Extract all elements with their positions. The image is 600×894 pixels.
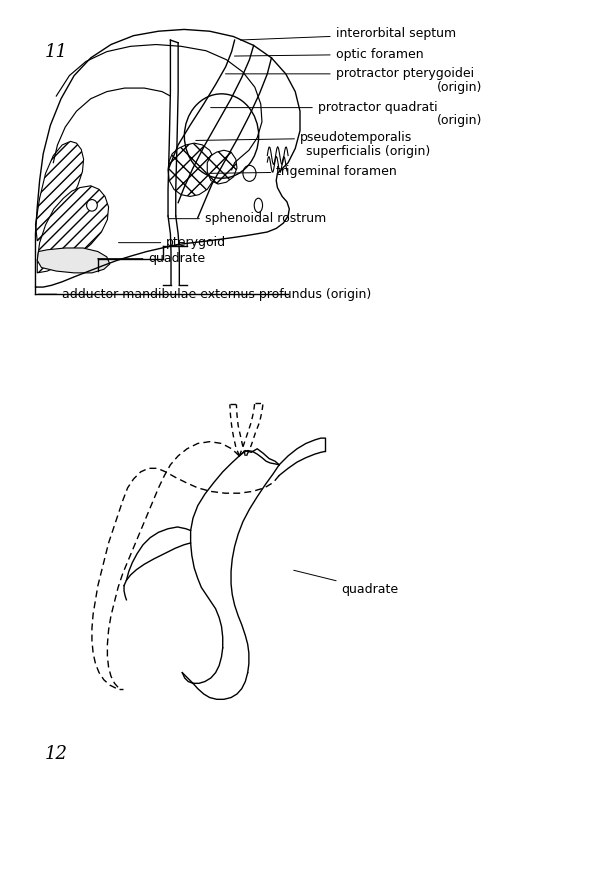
Text: quadrate: quadrate: [98, 252, 206, 266]
Text: pseudotemporalis: pseudotemporalis: [196, 131, 412, 144]
Text: protractor pterygoidei: protractor pterygoidei: [226, 67, 474, 80]
Text: adductor mandibulae externus profundus (origin): adductor mandibulae externus profundus (…: [38, 288, 371, 300]
Text: pterygoid: pterygoid: [119, 236, 226, 249]
Text: interorbital septum: interorbital septum: [241, 28, 456, 40]
Text: sphenoidal rostrum: sphenoidal rostrum: [169, 212, 326, 225]
Text: (origin): (origin): [437, 114, 482, 128]
Text: (origin): (origin): [437, 80, 482, 94]
Polygon shape: [37, 248, 110, 273]
Text: quadrate: quadrate: [294, 570, 399, 595]
Ellipse shape: [86, 199, 97, 211]
Text: 12: 12: [44, 745, 67, 763]
Polygon shape: [37, 186, 109, 273]
Text: superficialis (origin): superficialis (origin): [306, 145, 430, 157]
Ellipse shape: [254, 198, 263, 213]
Text: 11: 11: [44, 43, 67, 61]
Text: protractor quadrati: protractor quadrati: [211, 101, 437, 114]
Polygon shape: [35, 141, 83, 240]
Polygon shape: [207, 150, 237, 184]
Text: optic foramen: optic foramen: [235, 47, 423, 61]
Polygon shape: [168, 143, 215, 197]
Text: trigeminal foramen: trigeminal foramen: [211, 165, 397, 178]
Ellipse shape: [243, 165, 256, 181]
